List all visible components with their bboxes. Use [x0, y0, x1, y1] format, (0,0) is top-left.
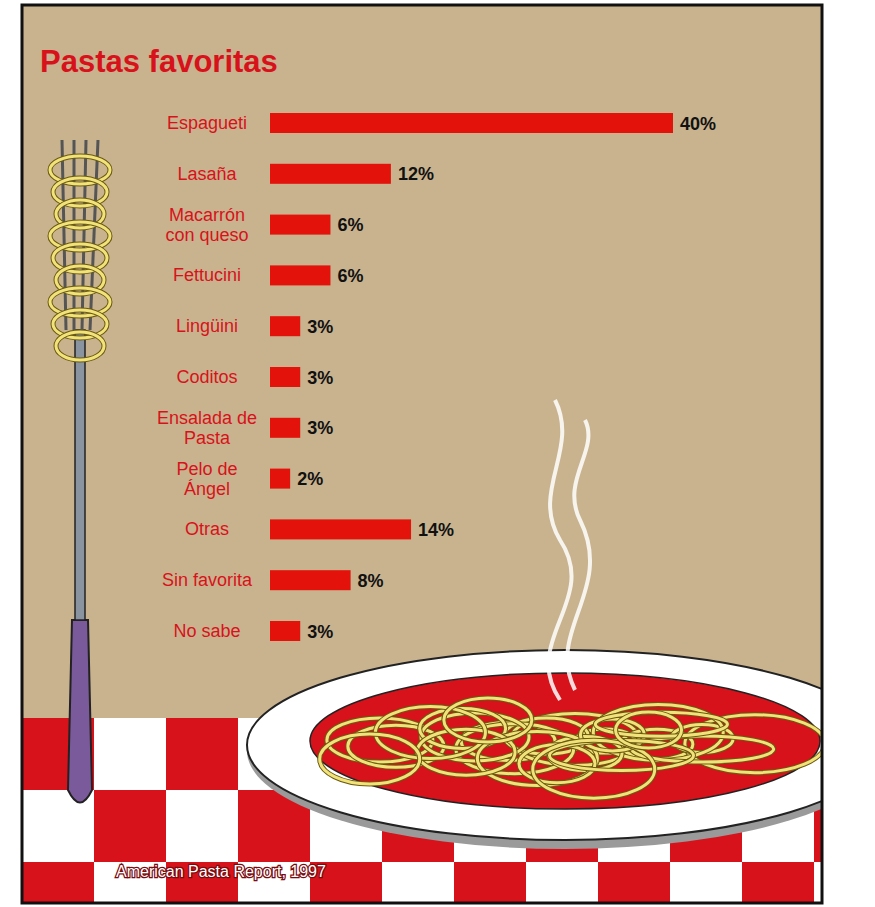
category-label-line: Otras: [185, 519, 229, 539]
check: [742, 862, 814, 903]
fork-noodle: [56, 332, 104, 360]
category-label: Sin favorita: [162, 570, 253, 590]
category-label: No sabe: [173, 621, 240, 641]
bar: [270, 469, 290, 489]
data-label: 3%: [307, 622, 333, 642]
category-label: Espagueti: [167, 113, 247, 133]
labels: 40% Espagueti 12% Lasaña 6% Macarróncon queso…: [157, 113, 716, 642]
bar: [270, 215, 330, 235]
noodle-outline: [375, 707, 485, 759]
category-label-line: No sabe: [173, 621, 240, 641]
noodle-outline: [616, 712, 682, 748]
category-label-line: Sin favorita: [162, 570, 253, 590]
data-label: 3%: [307, 368, 333, 388]
bar: [270, 367, 300, 387]
fork: [50, 140, 110, 803]
fork-tine: [82, 140, 86, 330]
category-label-line: Lasaña: [177, 164, 237, 184]
check: [94, 790, 166, 862]
noodle: [444, 698, 532, 742]
title: Pastas favoritas: [40, 44, 278, 79]
noodle-outline: [320, 734, 420, 784]
data-label: 6%: [337, 215, 363, 235]
category-label-line: Pelo de: [176, 459, 237, 479]
fork-tine: [73, 140, 76, 330]
check: [454, 862, 526, 903]
background: [22, 5, 822, 903]
bar: [270, 418, 300, 438]
check: [22, 862, 94, 903]
category-label: Macarróncon queso: [165, 205, 248, 245]
category-label-line: Coditos: [176, 367, 237, 387]
noodle: [320, 734, 420, 784]
category-label-line: Macarrón: [169, 205, 245, 225]
fork-shaft: [75, 330, 85, 620]
category-label: Coditos: [176, 367, 237, 387]
data-label: 12%: [398, 164, 434, 184]
check: [598, 862, 670, 903]
category-label: Otras: [185, 519, 229, 539]
category-label: Fettucini: [173, 265, 241, 285]
category-label-line: Pasta: [184, 428, 231, 448]
bar: [270, 519, 411, 539]
data-label: 14%: [418, 520, 454, 540]
bar: [270, 621, 300, 641]
category-label-line: Espagueti: [167, 113, 247, 133]
fork-tine: [90, 140, 98, 330]
bar: [270, 164, 391, 184]
frame: [22, 5, 822, 903]
plate: [247, 650, 822, 840]
fork-noodle-outline: [56, 332, 104, 360]
sauce: [310, 673, 820, 809]
data-label: 40%: [680, 114, 716, 134]
steam: [567, 420, 590, 690]
data-label: 8%: [358, 571, 384, 591]
category-label: Ensalada dePasta: [157, 408, 257, 448]
bar: [270, 113, 673, 133]
noodle: [375, 707, 485, 759]
category-label-line: Ángel: [184, 479, 230, 499]
chart-root: Pastas favoritas 40% Espagueti 12% Lasaña 6% M…: [0, 0, 875, 907]
category-label: Pelo deÁngel: [176, 459, 237, 499]
bar: [270, 316, 300, 336]
category-label-line: Fettucini: [173, 265, 241, 285]
data-label: 6%: [337, 266, 363, 286]
bars: [270, 113, 673, 641]
decoration: [22, 140, 822, 903]
fork-tine: [62, 140, 66, 330]
data-label: 2%: [297, 469, 323, 489]
noodle-outline: [444, 698, 532, 742]
noodle: [616, 712, 682, 748]
data-label: 3%: [307, 317, 333, 337]
source: American Pasta Report, 1997: [116, 863, 326, 880]
bar: [270, 265, 330, 285]
category-label-line: con queso: [165, 225, 248, 245]
category-label-line: Ensalada de: [157, 408, 257, 428]
data-label: 3%: [307, 418, 333, 438]
category-label-line: Lingüini: [176, 316, 238, 336]
fork-handle: [68, 620, 92, 803]
category-label: Lingüini: [176, 316, 238, 336]
category-label: Lasaña: [177, 164, 237, 184]
check: [166, 718, 238, 790]
bar: [270, 570, 351, 590]
